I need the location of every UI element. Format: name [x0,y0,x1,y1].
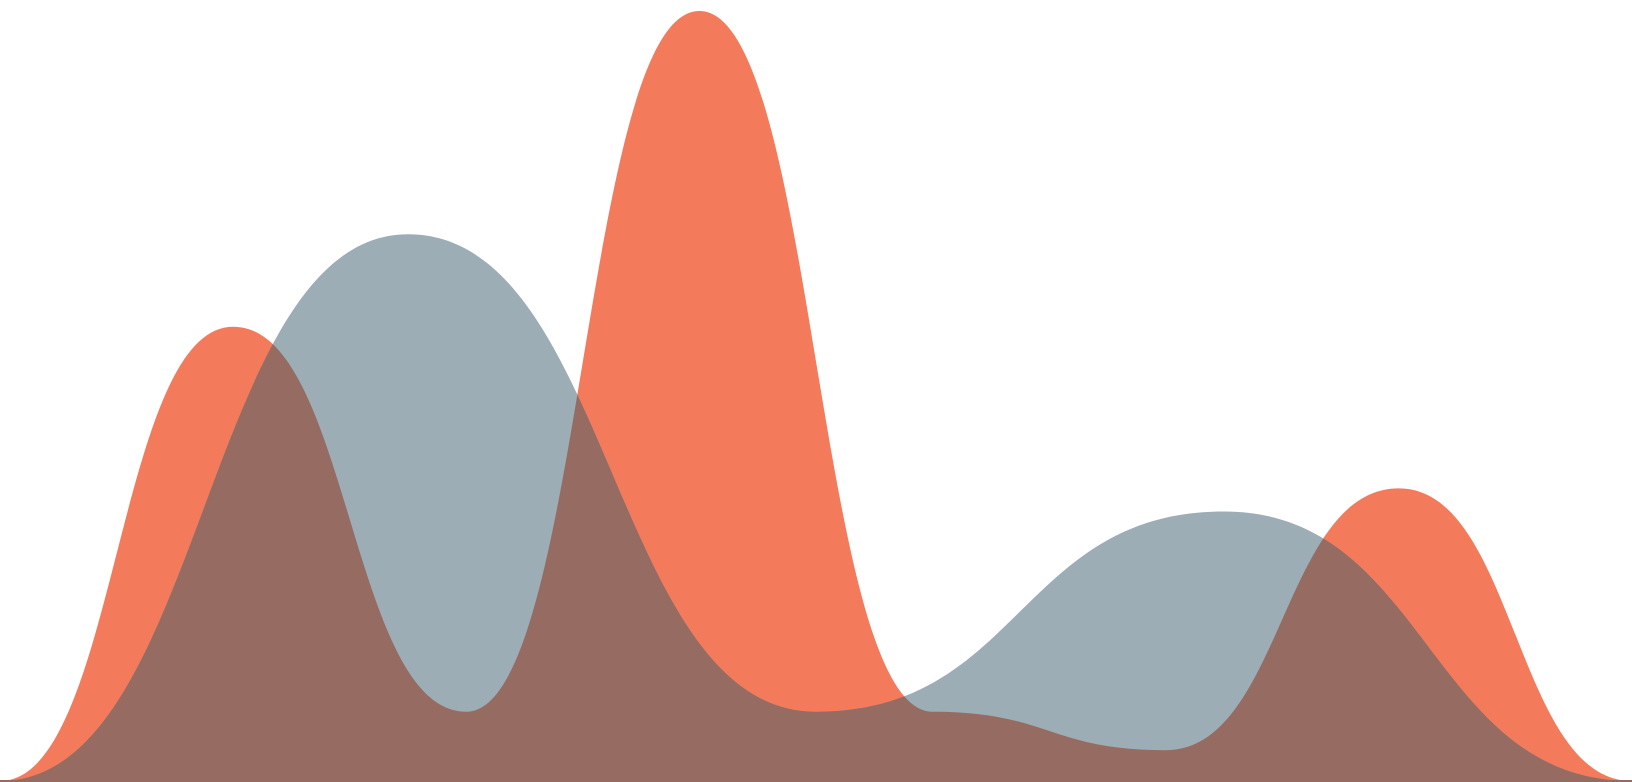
series-2-area [0,234,1632,782]
series-1-area [0,11,1632,782]
